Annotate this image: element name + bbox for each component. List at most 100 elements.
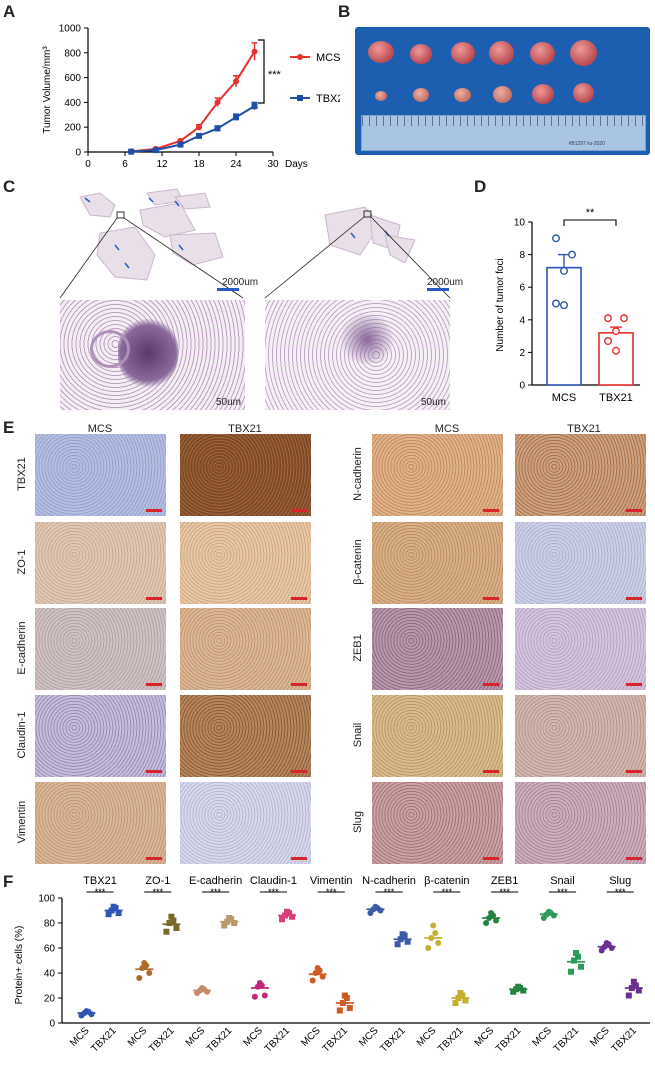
- f-point-TBX21-TBX21: [115, 910, 122, 916]
- f-x-tick-label: MCS: [530, 1025, 554, 1049]
- d-point: [611, 346, 620, 355]
- e-row-label-right: Snail: [352, 722, 364, 748]
- scale-bar: [291, 857, 307, 860]
- panel-letter-d: D: [474, 177, 487, 196]
- e-row-label-right: Slug: [352, 810, 364, 834]
- tumor-tbx21-2: [413, 88, 429, 102]
- ihc-right-tbx21-3: [515, 695, 646, 777]
- ihc-left-tbx21-0: [180, 434, 311, 516]
- f-point-β-catenin-TBX21: [462, 997, 469, 1004]
- f-x-tick-label: TBX21: [147, 1025, 177, 1055]
- f-point-Claudin-1-TBX21: [289, 913, 296, 920]
- d-x-tick-label: TBX21: [599, 392, 633, 404]
- tumor-tbx21-1: [375, 91, 387, 101]
- f-group-label: Vimentin: [310, 875, 353, 887]
- f-x-tick-label: MCS: [126, 1025, 150, 1049]
- f-point-ZO-1-TBX21: [173, 925, 180, 931]
- f-point-Snail-MCS: [545, 908, 552, 915]
- f-point-ZO-1-MCS: [141, 960, 148, 966]
- f-point-Vimentin-MCS: [314, 965, 321, 971]
- airway: [90, 330, 130, 368]
- d-point: [551, 299, 560, 308]
- e-row-label-left: Vimentin: [16, 800, 28, 844]
- f-group-label: ZO-1: [145, 875, 170, 887]
- f-group-label: ZEB1: [491, 875, 519, 887]
- d-y-tick-label: 8: [519, 250, 525, 261]
- lung-section-right: [264, 206, 451, 299]
- scale-bar: [146, 597, 162, 600]
- f-sig-label: ***: [499, 887, 510, 897]
- lung-section-left: [59, 188, 244, 299]
- ihc-left-mcs-3: [35, 695, 166, 777]
- f-x-tick-label: TBX21: [552, 1025, 582, 1055]
- a-legend-marker: [297, 54, 303, 60]
- scale-bar: [146, 857, 162, 860]
- a-x-tick-label: 6: [122, 159, 128, 170]
- scale-bar: [626, 770, 642, 773]
- f-point-Vimentin-MCS: [309, 977, 316, 984]
- f-point-ZEB1-MCS: [483, 920, 490, 926]
- panel-letter-e: E: [3, 418, 15, 437]
- e-row-label-right: β-catenin: [352, 539, 364, 585]
- d-sig-bracket: [563, 219, 617, 226]
- f-point-Vimentin-MCS: [319, 973, 326, 980]
- tumor-mcs-1: [368, 41, 394, 63]
- tumor-mcs-4: [489, 41, 514, 65]
- e-left-col-mcs: MCS: [87, 423, 113, 435]
- panel-letter-c: C: [3, 177, 16, 196]
- a-y-tick-label: 400: [64, 98, 81, 109]
- ihc-left-mcs-1: [35, 522, 166, 604]
- f-group-label: N-cadherin: [362, 875, 416, 887]
- ihc-left-tbx21-2: [180, 608, 311, 690]
- f-x-tick-label: TBX21: [321, 1025, 351, 1055]
- a-point-TBX21: [251, 103, 258, 110]
- f-point-E-cadherin-TBX21: [226, 915, 233, 921]
- scale-label-small-left: 50um: [215, 397, 241, 408]
- f-point-β-catenin-TBX21: [452, 1000, 459, 1006]
- f-y-tick-label: 80: [44, 919, 56, 930]
- f-point-Vimentin-TBX21: [341, 992, 348, 999]
- f-x-tick-label: TBX21: [205, 1025, 235, 1055]
- ihc-left-tbx21-4: [180, 782, 311, 864]
- scale-bar: [626, 857, 642, 860]
- scale-label-big-right: 2000um: [427, 277, 464, 288]
- a-x-tick-label: 18: [193, 159, 205, 170]
- f-point-β-catenin-MCS: [430, 922, 437, 929]
- panel-d-bar-chart: 0 2 4 6 8 10 Number of tumor foci MCS TBX21 **: [495, 207, 640, 404]
- a-point-TBX21: [128, 148, 135, 155]
- scale-bar: [291, 597, 307, 600]
- histology-zoom-right: 50um: [265, 300, 450, 410]
- tumor-tbx21-3: [454, 88, 471, 102]
- a-legend-label: MCS: [316, 52, 340, 64]
- tumor-mcs-3: [451, 42, 475, 64]
- a-x-tick-label: 12: [156, 159, 168, 170]
- small-focus: [337, 314, 397, 364]
- d-y-tick-label: 0: [519, 381, 525, 392]
- f-point-ZEB1-MCS: [488, 910, 495, 916]
- f-point-β-catenin-MCS: [435, 940, 442, 946]
- scale-bar: [626, 683, 642, 686]
- d-point: [603, 336, 612, 345]
- d-point: [567, 250, 576, 259]
- d-sig-label: **: [586, 207, 595, 219]
- a-legend-label: TBX21: [316, 93, 340, 105]
- a-y-tick-label: 600: [64, 73, 81, 84]
- f-point-Slug-TBX21: [630, 978, 637, 985]
- a-series-line-MCS: [131, 51, 256, 153]
- a-x-tick-label: 0: [85, 159, 91, 170]
- f-point-N-cadherin-TBX21: [399, 931, 406, 938]
- ihc-right-tbx21-1: [515, 522, 646, 604]
- e-right-col-tbx21: TBX21: [567, 423, 601, 435]
- f-x-tick-label: MCS: [588, 1025, 612, 1049]
- f-point-E-cadherin-TBX21: [221, 922, 228, 929]
- f-point-N-cadherin-MCS: [372, 903, 379, 910]
- a-point-TBX21: [233, 114, 239, 121]
- f-y-tick-label: 40: [44, 969, 56, 980]
- ihc-right-mcs-1: [372, 522, 503, 604]
- d-point: [559, 301, 568, 310]
- f-point-TBX21-TBX21: [110, 903, 117, 910]
- f-point-E-cadherin-MCS: [199, 985, 206, 991]
- scale-bar: [483, 770, 499, 773]
- tumor-mcs-5: [530, 42, 555, 65]
- tumor-tbx21-4: [493, 86, 512, 103]
